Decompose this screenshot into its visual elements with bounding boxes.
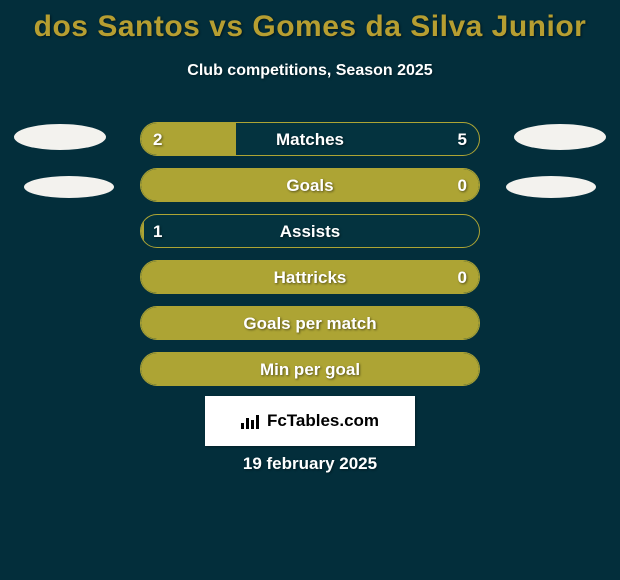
stat-bar-value-right: 5 [458, 123, 467, 156]
stat-bar: Goals per match [140, 306, 480, 340]
stat-bar-value-left: 1 [153, 215, 162, 248]
logo-text: FcTables.com [267, 411, 379, 431]
page-title: dos Santos vs Gomes da Silva Junior [0, 0, 620, 44]
stat-bar-label: Goals per match [141, 307, 479, 340]
logo-box: FcTables.com [205, 396, 415, 446]
chart-icon [241, 413, 261, 429]
player-badge-left-1 [14, 124, 106, 150]
stat-bar: Goals0 [140, 168, 480, 202]
stat-bar-value-right: 0 [458, 169, 467, 202]
bars-area: Matches25Goals0Assists1Hattricks0Goals p… [140, 122, 480, 398]
player-badge-right-2 [506, 176, 596, 198]
comparison-card: dos Santos vs Gomes da Silva Junior Club… [0, 0, 620, 580]
stat-bar: Min per goal [140, 352, 480, 386]
stat-bar-label: Assists [141, 215, 479, 248]
date-label: 19 february 2025 [0, 454, 620, 474]
subtitle: Club competitions, Season 2025 [0, 62, 620, 80]
stat-bar: Assists1 [140, 214, 480, 248]
stat-bar: Hattricks0 [140, 260, 480, 294]
stat-bar-label: Matches [141, 123, 479, 156]
stat-bar-label: Goals [141, 169, 479, 202]
player-badge-left-2 [24, 176, 114, 198]
player-badge-right-1 [514, 124, 606, 150]
stat-bar-value-left: 2 [153, 123, 162, 156]
stat-bar: Matches2 5 [140, 122, 480, 156]
stat-bar-value-right: 0 [458, 261, 467, 294]
stat-bar-label: Min per goal [141, 353, 479, 386]
stat-bar-label: Hattricks [141, 261, 479, 294]
